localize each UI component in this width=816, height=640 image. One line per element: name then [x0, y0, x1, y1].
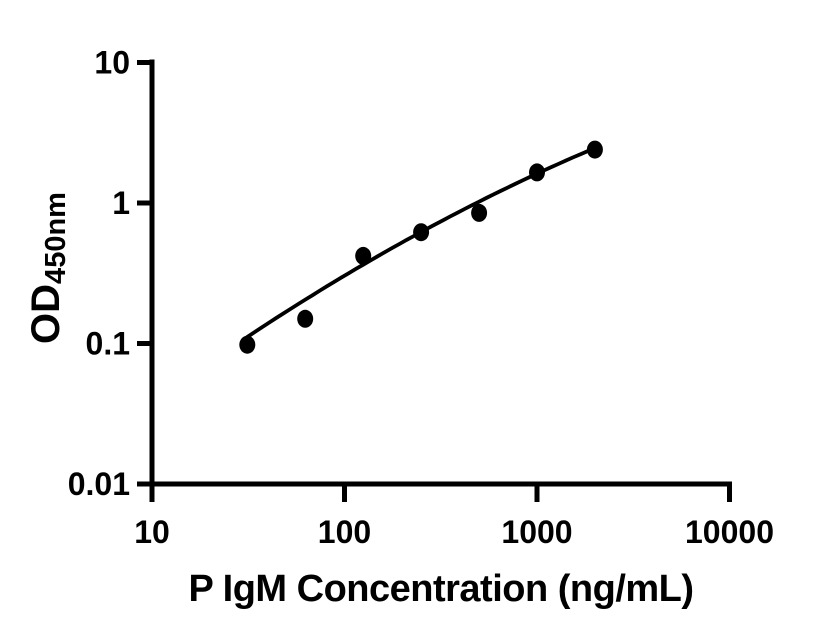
data-point-marker	[471, 203, 488, 222]
data-point-marker	[529, 163, 545, 182]
y-axis-tick-labels: 0.01 0.1 1 10	[68, 45, 130, 503]
data-point-marker	[239, 335, 256, 354]
data-point-marker	[355, 246, 372, 265]
x-tick-label: 100	[318, 514, 371, 550]
y-axis-title-main: OD	[24, 284, 68, 344]
x-axis-title: P IgM Concentration (ng/mL)	[188, 568, 693, 610]
x-tick-label: 10000	[685, 514, 774, 550]
y-tick-label: 10	[94, 45, 130, 81]
y-axis-ticks	[137, 60, 152, 487]
y-tick-label: 0.1	[86, 326, 130, 362]
x-axis-ticks	[149, 484, 732, 502]
y-tick-label: 0.01	[68, 466, 130, 502]
y-axis-title: OD450nm	[24, 192, 72, 344]
data-point-marker	[586, 140, 603, 159]
x-axis-tick-labels: 10 100 1000 10000	[134, 514, 774, 550]
y-axis-title-subscript: 450nm	[40, 192, 72, 284]
x-tick-label: 10	[134, 514, 170, 550]
x-tick-label: 1000	[501, 514, 572, 550]
data-point-marker	[413, 223, 430, 242]
axes	[149, 59, 732, 487]
data-point-marker	[297, 309, 314, 328]
y-tick-label: 1	[112, 185, 130, 221]
plot-series	[239, 140, 603, 354]
